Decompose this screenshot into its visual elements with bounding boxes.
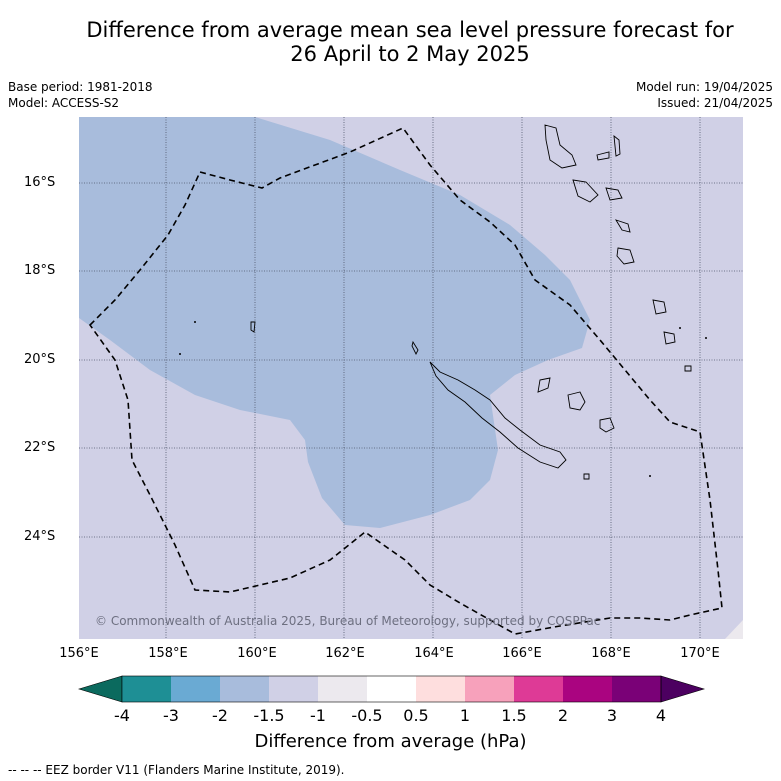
colorbar-label: 2 [557,706,569,725]
erromango-island [616,247,635,265]
reef-islet [649,475,651,477]
colorbar-label: 0.5 [403,706,429,725]
colorbar-label: -2 [212,706,228,725]
colorbar-label: -1.5 [253,706,285,725]
belep-islands [411,340,419,356]
lon-label-168e: 168°E [591,646,631,661]
colorbar-over-arrow [660,675,706,703]
ambae-island [596,151,610,161]
colorbar-label: 3 [606,706,618,725]
colorbar-label: 4 [655,706,667,725]
malakula-island [572,179,599,203]
lat-label-18s: 18°S [24,263,56,278]
ambrym-island [605,187,623,201]
lon-label-164e: 164°E [414,646,454,661]
isle-of-pines [583,473,590,480]
colorbar-label: 1 [459,706,471,725]
colorbar-segment [220,676,269,702]
model-run: Model run: 19/04/2025 [635,80,773,94]
colorbar-segment [514,676,563,702]
neutral-anomaly-corner [725,620,743,639]
colorbar-label: -0.5 [351,706,383,725]
lifou-island [567,391,586,411]
efate-island [614,219,631,233]
maewo-island [613,134,621,157]
copyright-notice: © Commonwealth of Australia 2025, Bureau… [95,614,601,628]
lon-label-166e: 166°E [502,646,542,661]
colorbar-label: 1.5 [501,706,527,725]
colorbar-segment [563,676,612,702]
meta-right: Model run: 19/04/2025 Issued: 21/04/2025 [636,79,773,111]
base-period: Base period: 1981-2018 [8,80,153,94]
colorbar-segment [367,676,416,702]
ouvea-island [537,377,551,393]
model-name: Model: ACCESS-S2 [8,96,120,110]
lon-label-162e: 162°E [325,646,365,661]
title-line-2: 26 April to 2 May 2025 [290,42,530,66]
colorbar-label: -3 [163,706,179,725]
lon-label-158e: 158°E [148,646,188,661]
colorbar-outline [121,675,662,703]
matthew-island [684,365,692,372]
new-caledonia-island [429,361,567,469]
colorbar-label: -1 [310,706,326,725]
colorbar-segment [318,676,367,702]
title: Difference from average mean sea level p… [40,18,780,66]
issued-date: Issued: 21/04/2025 [657,96,773,110]
espiritu-santo-island [544,124,577,169]
lon-label-170e: 170°E [680,646,720,661]
colorbar-segment [122,676,171,702]
colorbar-title: Difference from average (hPa) [254,731,527,752]
eez-legend-note: -- -- -- EEZ border V11 (Flanders Marine… [8,763,345,777]
colorbar-segment [269,676,318,702]
tanna-island [652,299,667,315]
reef-islet [705,337,707,339]
colorbar-segment [465,676,514,702]
reef-islet [179,353,181,355]
aneityum-island [663,331,676,345]
pressure-anomaly-region [79,117,590,528]
colorbar-label: -4 [114,706,130,725]
lat-label-20s: 20°S [24,352,56,367]
colorbar-segment [612,676,661,702]
mare-island [599,417,615,433]
lon-label-156e: 156°E [59,646,99,661]
graticule [79,117,743,639]
colorbar-segment [416,676,465,702]
lat-label-22s: 22°S [24,440,56,455]
chesterfield-islets [250,321,256,333]
colorbar-segment [171,676,220,702]
lon-label-160e: 160°E [237,646,277,661]
title-line-1: Difference from average mean sea level p… [86,18,734,42]
reef-islet [679,327,681,329]
lat-label-24s: 24°S [24,529,56,544]
colorbar-under-arrow [77,675,123,703]
eez-border [88,127,723,635]
lat-label-16s: 16°S [24,175,56,190]
reef-islet [194,321,196,323]
meta-left: Base period: 1981-2018 Model: ACCESS-S2 [8,79,153,111]
